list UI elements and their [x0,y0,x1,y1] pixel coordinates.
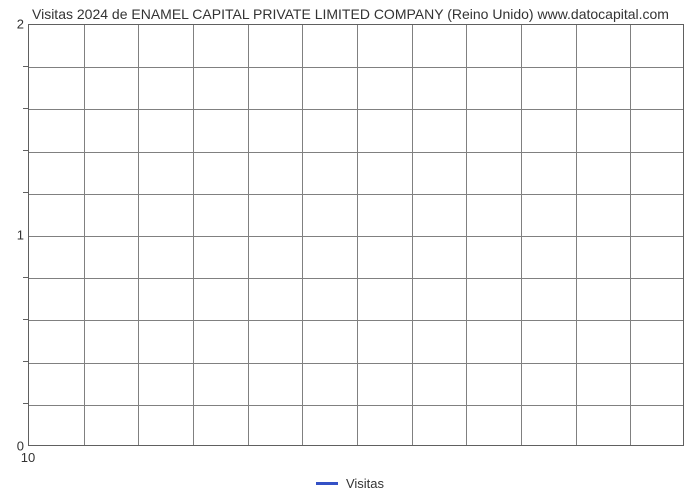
gridline-vertical [84,25,85,445]
x-tick-label: 10 [21,450,35,465]
legend: Visitas [0,476,700,491]
gridline-horizontal [29,109,683,110]
gridline-vertical [302,25,303,445]
plot-area [28,24,684,446]
gridline-vertical [412,25,413,445]
gridline-horizontal [29,152,683,153]
y-minor-tick [23,403,28,404]
gridline-vertical [521,25,522,445]
y-tick-label: 1 [4,228,24,243]
gridline-horizontal [29,278,683,279]
y-minor-tick [23,150,28,151]
chart-container: Visitas 2024 de ENAMEL CAPITAL PRIVATE L… [0,0,700,500]
gridline-horizontal [29,67,683,68]
chart-title: Visitas 2024 de ENAMEL CAPITAL PRIVATE L… [32,6,690,22]
y-tick-label: 2 [4,17,24,32]
gridline-vertical [466,25,467,445]
y-minor-tick [23,277,28,278]
y-minor-tick [23,192,28,193]
gridline-horizontal [29,405,683,406]
gridline-vertical [576,25,577,445]
legend-swatch [316,482,338,485]
gridline-horizontal [29,236,683,237]
gridline-horizontal [29,194,683,195]
y-minor-tick [23,319,28,320]
legend-label: Visitas [346,476,384,491]
gridline-vertical [248,25,249,445]
gridline-vertical [138,25,139,445]
gridline-horizontal [29,363,683,364]
gridline-vertical [357,25,358,445]
y-minor-tick [23,108,28,109]
gridline-vertical [193,25,194,445]
gridline-vertical [630,25,631,445]
y-minor-tick [23,361,28,362]
y-minor-tick [23,66,28,67]
gridline-horizontal [29,320,683,321]
